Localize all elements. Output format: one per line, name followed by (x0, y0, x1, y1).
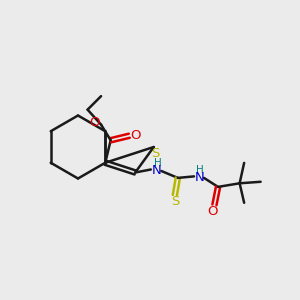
Text: H: H (154, 158, 161, 168)
Text: N: N (195, 171, 204, 184)
Text: O: O (130, 129, 140, 142)
Text: N: N (152, 164, 162, 177)
Text: S: S (171, 195, 179, 208)
Text: S: S (151, 147, 159, 160)
Text: H: H (196, 165, 204, 175)
Text: O: O (89, 116, 100, 129)
Text: O: O (208, 205, 218, 218)
